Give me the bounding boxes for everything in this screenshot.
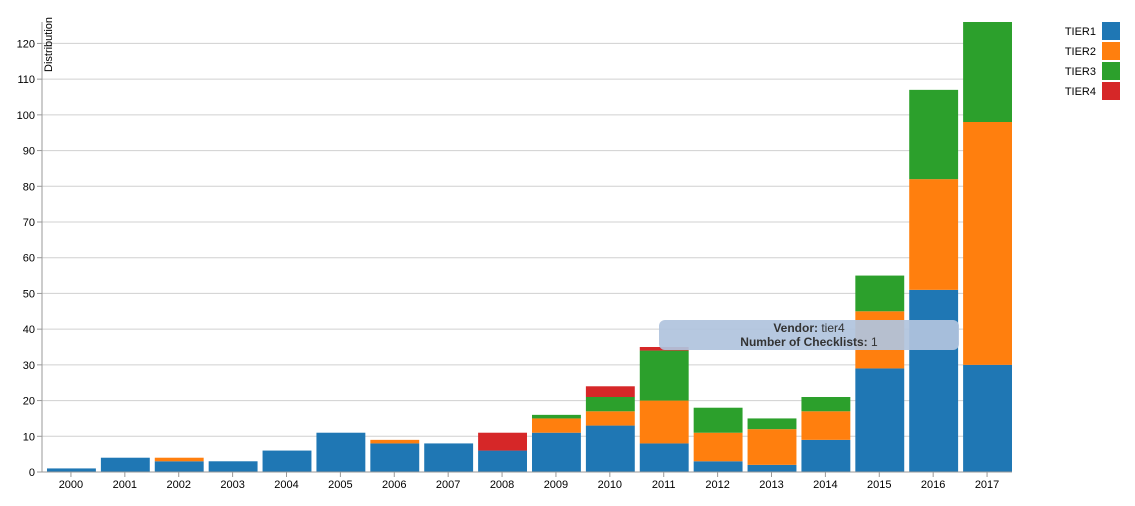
x-tick-label-2004: 2004 xyxy=(274,479,298,491)
legend-swatch-tier4[interactable] xyxy=(1102,82,1120,100)
y-tick-label: 100 xyxy=(17,110,35,122)
bar-tier3-2010[interactable] xyxy=(585,397,635,412)
bar-tier1-2003[interactable] xyxy=(208,461,258,472)
x-tick-label-2001: 2001 xyxy=(113,479,137,491)
bar-tier2-2013[interactable] xyxy=(747,429,797,465)
y-axis-title: Distribution xyxy=(43,17,55,72)
bar-tier3-2014[interactable] xyxy=(801,397,851,412)
tooltip-count-label: Number of Checklists: xyxy=(740,335,868,349)
bar-tier1-2002[interactable] xyxy=(154,461,204,472)
y-tick-label: 30 xyxy=(23,360,35,372)
x-tick-label-2012: 2012 xyxy=(705,479,729,491)
bar-tier1-2000[interactable] xyxy=(47,468,96,472)
bar-tier3-2013[interactable] xyxy=(747,418,797,430)
x-tick-label-2006: 2006 xyxy=(382,479,406,491)
x-tick-label-2008: 2008 xyxy=(490,479,514,491)
bar-tier4-2008[interactable] xyxy=(478,432,527,451)
y-tick-label: 50 xyxy=(23,288,35,300)
bar-tier1-2008[interactable] xyxy=(478,450,527,472)
axes: 0 10 20 30 40 50 60 70 80 90 100 110 120 2000 2001 2002… xyxy=(17,22,1012,491)
x-tick-label-2016: 2016 xyxy=(921,479,945,491)
bar-tier2-2017[interactable] xyxy=(963,122,1012,365)
legend-label-tier2: TIER2 xyxy=(1065,46,1096,58)
bar-tier1-2004[interactable] xyxy=(262,450,312,472)
x-tick-label-2010: 2010 xyxy=(598,479,622,491)
bar-tier2-2009[interactable] xyxy=(532,418,581,433)
bar-tier1-2016[interactable] xyxy=(909,289,959,472)
x-tick-label-2002: 2002 xyxy=(166,479,190,491)
x-tick-label-2013: 2013 xyxy=(759,479,783,491)
bars xyxy=(47,22,1012,472)
bar-tier3-2015[interactable] xyxy=(855,275,905,312)
bar-tier1-2013[interactable] xyxy=(747,464,797,472)
legend-swatch-tier1[interactable] xyxy=(1102,22,1120,40)
x-tick-label-2009: 2009 xyxy=(544,479,568,491)
tooltip-count-value: 1 xyxy=(871,335,878,349)
tooltip-vendor-value: tier4 xyxy=(821,321,845,335)
legend-swatch-tier3[interactable] xyxy=(1102,62,1120,80)
bar-tier3-2011[interactable] xyxy=(639,350,689,401)
legend-label-tier4: TIER4 xyxy=(1065,86,1096,98)
y-tick-label: 90 xyxy=(23,146,35,158)
y-tick-label: 70 xyxy=(23,217,35,229)
x-tick-label-2005: 2005 xyxy=(328,479,352,491)
bar-tier2-2014[interactable] xyxy=(801,411,851,440)
bar-tier1-2006[interactable] xyxy=(370,443,420,472)
y-tick-label: 40 xyxy=(23,324,35,336)
bar-tier2-2012[interactable] xyxy=(693,432,743,462)
bar-tier1-2014[interactable] xyxy=(801,439,851,472)
bar-tier3-2016[interactable] xyxy=(909,89,959,180)
bar-tier1-2009[interactable] xyxy=(532,432,581,472)
legend-swatch-tier2[interactable] xyxy=(1102,42,1120,60)
bar-tier2-2006[interactable] xyxy=(370,439,420,444)
y-tick-label: 60 xyxy=(23,253,35,265)
x-tick-label-2015: 2015 xyxy=(867,479,891,491)
x-tick-label-2014: 2014 xyxy=(813,479,837,491)
x-tick-label-2011: 2011 xyxy=(652,479,676,491)
x-tick-label-2003: 2003 xyxy=(220,479,244,491)
bar-tier3-2009[interactable] xyxy=(532,414,581,419)
bar-tier2-2010[interactable] xyxy=(585,411,635,426)
bar-tier1-2007[interactable] xyxy=(424,443,474,472)
bar-tier4-2010[interactable] xyxy=(585,386,635,397)
bar-tier3-2012[interactable] xyxy=(693,407,743,433)
legend: TIER1 TIER2 TIER3 TIER4 xyxy=(1065,22,1120,100)
bar-tier1-2012[interactable] xyxy=(693,461,743,472)
x-tick-label-2007: 2007 xyxy=(436,479,460,491)
x-tick-label-2017: 2017 xyxy=(975,479,999,491)
bar-tier1-2011[interactable] xyxy=(639,443,689,472)
y-tick-label: 80 xyxy=(23,181,35,193)
y-tick-label: 0 xyxy=(29,467,35,479)
tooltip-vendor-label: Vendor: xyxy=(773,321,818,335)
bar-tier2-2011[interactable] xyxy=(639,400,689,444)
y-tick-label: 120 xyxy=(17,38,35,50)
y-tick-label: 20 xyxy=(23,396,35,408)
bar-tier1-2017[interactable] xyxy=(963,364,1012,472)
x-tick-label-2000: 2000 xyxy=(59,479,83,491)
grid-lines xyxy=(42,42,1012,437)
bar-tier3-2017[interactable] xyxy=(963,22,1012,122)
bar-tier1-2001[interactable] xyxy=(100,457,150,472)
bar-tier1-2015[interactable] xyxy=(855,368,905,472)
legend-label-tier3: TIER3 xyxy=(1065,66,1096,78)
tooltip: Vendor: tier4 Number of Checklists: 1 xyxy=(659,320,959,350)
y-tick-label: 10 xyxy=(23,431,35,443)
bar-tier2-2016[interactable] xyxy=(909,179,959,290)
bar-tier1-2005[interactable] xyxy=(316,432,366,472)
bar-tier2-2002[interactable] xyxy=(154,457,204,462)
bar-tier1-2010[interactable] xyxy=(585,425,635,472)
y-tick-label: 110 xyxy=(17,74,35,86)
legend-label-tier1: TIER1 xyxy=(1065,26,1096,38)
